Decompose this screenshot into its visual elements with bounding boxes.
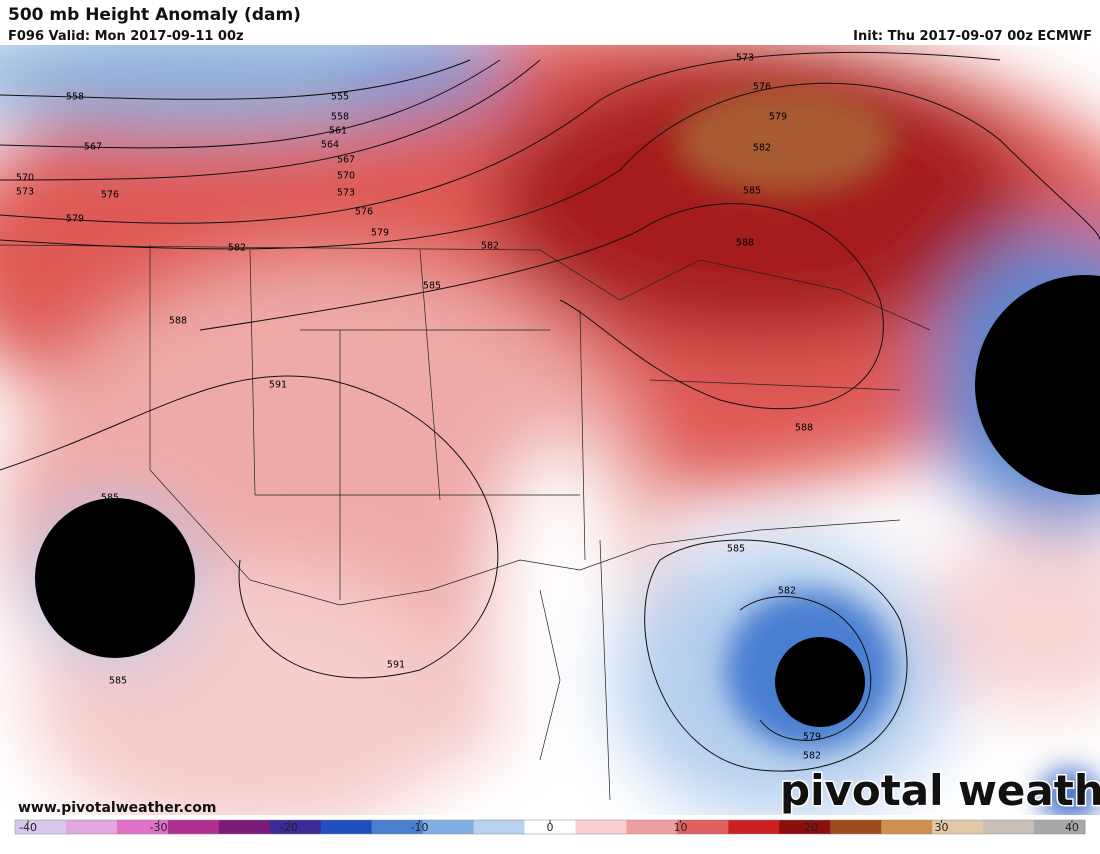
contour-label: 576 — [355, 207, 373, 218]
contour-label: 582 — [778, 586, 796, 597]
contour-label: 558 — [331, 112, 349, 123]
colorbar-swatch — [269, 820, 322, 834]
contour-label: 588 — [736, 238, 754, 249]
contour-label: 582 — [228, 243, 246, 254]
contour-label: 573 — [16, 187, 34, 198]
contour-label: 582 — [803, 751, 821, 762]
contour-label: 567 — [337, 155, 355, 166]
colorbar-tick-label: -30 — [150, 821, 168, 834]
contour-label: 579 — [371, 228, 389, 239]
colorbar-swatch — [881, 820, 933, 834]
colorbar-swatch — [371, 820, 424, 834]
colorbar-swatch — [983, 820, 1035, 834]
colorbar-swatch — [320, 820, 373, 834]
contour-label: 585 — [743, 186, 761, 197]
contour-label: 588 — [795, 423, 813, 434]
colorbar-swatch — [167, 820, 220, 834]
title: 500 mb Height Anomaly (dam) — [8, 5, 301, 25]
colorbar-tick-label: 10 — [673, 821, 687, 834]
contour-label: 573 — [337, 188, 355, 199]
colorbar-swatch — [1034, 820, 1086, 834]
contour-label: 585 — [423, 281, 441, 292]
contour-label: 579 — [803, 732, 821, 743]
colorbar-swatch — [15, 820, 67, 834]
contour-label: 570 — [16, 173, 34, 184]
contour-label: 555 — [331, 92, 349, 103]
colorbar-swatch — [779, 820, 831, 834]
colorbar-swatch — [626, 820, 678, 834]
contour-label: 579 — [66, 214, 84, 225]
colorbar: -40 -30 -20 -10 0 10 20 30 40 — [14, 819, 1086, 835]
colorbar-tick-label: 20 — [804, 821, 818, 834]
colorbar-tick-label: -20 — [280, 821, 298, 834]
contour-label: 561 — [329, 126, 347, 137]
contour-label: 558 — [66, 92, 84, 103]
colorbar-swatch — [473, 820, 526, 834]
colorbar-swatch — [728, 820, 780, 834]
contour-label: 576 — [101, 190, 119, 201]
colorbar-tick-label: 0 — [547, 821, 554, 834]
contour-label: 573 — [736, 53, 754, 64]
contour-label: 567 — [84, 142, 102, 153]
contour-label: 582 — [753, 143, 771, 154]
valid-time: F096 Valid: Mon 2017-09-11 00z — [8, 29, 244, 44]
contour-label: 579 — [769, 112, 787, 123]
colorbar-swatch — [524, 820, 576, 834]
colorbar-tick-label: 30 — [934, 821, 948, 834]
contour-label: 582 — [481, 241, 499, 252]
colorbar-tick-label: -10 — [411, 821, 429, 834]
contour-label: 585 — [101, 493, 119, 504]
colorbar-swatch — [932, 820, 984, 834]
contours — [0, 51, 1100, 772]
contour-label: 576 — [753, 82, 771, 93]
contour-label: 564 — [321, 140, 339, 151]
colorbar-tick-label: 40 — [1065, 821, 1079, 834]
colorbar-swatch — [677, 820, 729, 834]
contour-label: 588 — [169, 316, 187, 327]
colorbar-swatch — [65, 820, 118, 834]
contour-label: 576 — [813, 719, 831, 730]
contour-label: 591 — [269, 380, 287, 391]
colorbar-swatch — [575, 820, 627, 834]
colorbar-swatch — [830, 820, 882, 834]
init-time: Init: Thu 2017-09-07 00z ECMWF — [853, 29, 1092, 44]
anomaly-field — [0, 45, 1100, 815]
colorbar-swatch — [116, 820, 169, 834]
boundaries — [0, 244, 931, 801]
website: www.pivotalweather.com — [18, 800, 217, 816]
contour-label: 585 — [109, 676, 127, 687]
contour-label: 570 — [337, 171, 355, 182]
colorbar-swatch — [422, 820, 475, 834]
contour-label: 585 — [727, 544, 745, 555]
colorbar-swatch — [218, 820, 271, 834]
logo: pivotal weather — [780, 766, 1100, 815]
colorbar-tick-label: -40 — [19, 821, 37, 834]
contour-label: 582 — [101, 635, 119, 646]
contour-label: 591 — [387, 660, 405, 671]
